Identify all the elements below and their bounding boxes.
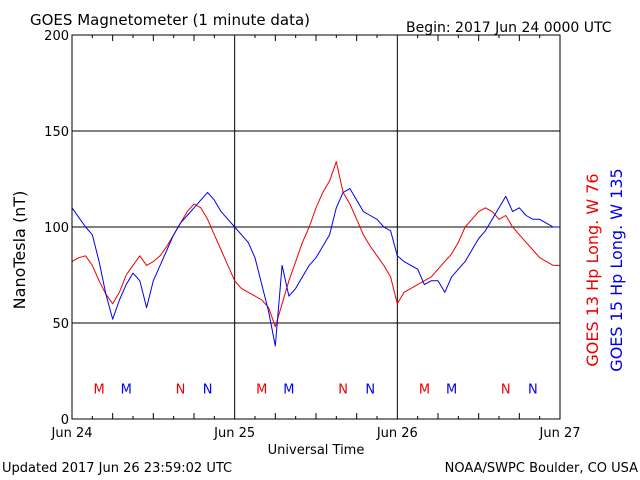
x-tick-label: Jun 27 <box>539 426 581 441</box>
marker-label: N <box>176 382 186 397</box>
chart-title: GOES Magnetometer (1 minute data) <box>30 11 310 29</box>
legend-goes15: GOES 15 Hp Long. W 135 <box>607 168 626 371</box>
y-tick-label: 0 <box>61 413 69 428</box>
y-axis-ticks: 0 50 100 150 200 <box>44 29 69 428</box>
y-tick-label: 50 <box>52 317 69 332</box>
marker-label: N <box>365 382 375 397</box>
marker-label: N <box>338 382 348 397</box>
marker-label: M <box>283 382 294 397</box>
y-tick-label: 100 <box>44 221 69 236</box>
marker-label: M <box>446 382 457 397</box>
x-tick-label: Jun 25 <box>213 426 255 441</box>
marker-label: N <box>203 382 213 397</box>
legend-goes13: GOES 13 Hp Long. W 76 <box>583 173 602 366</box>
updated-time: Updated 2017 Jun 26 23:59:02 UTC <box>2 461 232 476</box>
marker-label: M <box>94 382 105 397</box>
marker-label: M <box>121 382 132 397</box>
marker-label: N <box>528 382 538 397</box>
series-lines <box>71 161 560 347</box>
marker-label: N <box>501 382 511 397</box>
x-tick-label: Jun 24 <box>51 426 93 441</box>
y-tick-label: 200 <box>44 29 69 44</box>
x-tick-label: Jun 26 <box>376 426 418 441</box>
marker-label: M <box>256 382 267 397</box>
credit-text: NOAA/SWPC Boulder, CO USA <box>445 461 638 476</box>
plot-grid <box>71 34 561 420</box>
x-axis-ticks: Jun 24 Jun 25 Jun 26 Jun 27 <box>51 35 581 441</box>
marker-label: M <box>419 382 430 397</box>
y-axis-label: NanoTesla (nT) <box>10 191 29 310</box>
begin-time: Begin: 2017 Jun 24 0000 UTC <box>406 20 612 36</box>
series-goes13-line <box>71 161 560 328</box>
plot-frame <box>71 34 561 420</box>
y-tick-label: 150 <box>44 125 69 140</box>
x-axis-label: Universal Time <box>268 443 365 458</box>
series-goes15-line <box>71 188 560 347</box>
